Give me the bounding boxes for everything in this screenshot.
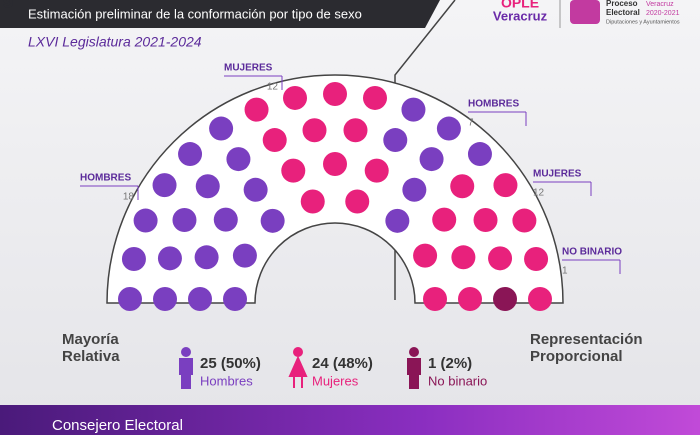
group-count: 12: [533, 188, 545, 199]
seat: [223, 287, 247, 311]
seat: [153, 287, 177, 311]
seat: [209, 116, 234, 141]
proceso-1: Proceso: [606, 0, 638, 8]
seat: [213, 207, 238, 232]
total-count: 25 (50%): [200, 355, 261, 372]
seat: [528, 287, 552, 311]
seat: [385, 208, 410, 233]
mr-label: Mayoría: [62, 331, 119, 348]
seat: [157, 246, 182, 271]
subtitle: Estimación preliminar de la conformación…: [28, 6, 362, 21]
seat: [467, 142, 492, 167]
total-label: Mujeres: [312, 373, 359, 388]
seat: [402, 177, 427, 202]
seat: [302, 118, 327, 143]
seat: [195, 174, 220, 199]
seat: [413, 243, 438, 268]
seat: [178, 142, 203, 167]
seat: [451, 245, 476, 270]
seat: [512, 208, 537, 233]
group-label: MUJERES: [224, 63, 273, 74]
group-label: MUJERES: [533, 169, 582, 180]
mr-label: Relativa: [62, 348, 120, 365]
header-bar: [0, 0, 440, 28]
legend: 25 (50%)Hombres 24 (48%)Mujeres 1 (2%)No b…: [179, 347, 487, 389]
seat: [343, 118, 368, 143]
seat: [118, 287, 142, 311]
seat: [432, 207, 457, 232]
seat: [283, 85, 308, 110]
seat: [244, 97, 269, 122]
group-count: 12: [267, 82, 279, 93]
group-label: HOMBRES: [80, 173, 131, 184]
seat: [362, 85, 387, 110]
footer-bar: [0, 405, 700, 435]
footer-text: Consejero Electoral: [52, 417, 183, 434]
seat: [323, 152, 347, 176]
ople-logo: OPLE: [501, 0, 539, 11]
person-icon-body: [407, 358, 421, 389]
seat: [226, 147, 251, 172]
proceso-2: Electoral: [606, 8, 640, 17]
seat: [419, 147, 444, 172]
seat: [262, 128, 287, 153]
total-count: 1 (2%): [428, 355, 472, 372]
seat: [300, 189, 325, 214]
hemicycle: [106, 74, 564, 311]
seat: [172, 207, 197, 232]
seat: [401, 97, 426, 122]
rp-label: Proporcional: [530, 348, 623, 365]
person-icon-head: [293, 347, 303, 357]
proceso-5: Diputaciones y Ayuntamientos: [606, 19, 680, 25]
seat: [488, 246, 513, 271]
seat: [243, 177, 268, 202]
proceso-3: Veracruz: [646, 1, 674, 8]
total-label: No binario: [428, 373, 487, 388]
seat: [152, 173, 177, 198]
seat: [188, 287, 212, 311]
ople-sub: Veracruz: [493, 8, 548, 23]
person-icon-head: [181, 347, 191, 357]
title-fragment: g: [2, 0, 14, 8]
person-icon-body: [179, 358, 193, 389]
seat: [364, 158, 389, 183]
seat: [524, 247, 549, 272]
group-label: NO BINARIO: [562, 247, 622, 258]
group-count: 18: [123, 192, 135, 203]
seat: [345, 189, 370, 214]
legislature: LXVI Legislatura 2021-2024: [28, 34, 202, 50]
seat: [493, 287, 517, 311]
seat: [450, 174, 475, 199]
rp-label: Representación: [530, 331, 643, 348]
person-icon-body: [288, 355, 308, 388]
total-label: Hombres: [200, 373, 253, 388]
seat: [323, 82, 347, 106]
seat: [194, 245, 219, 270]
group-count: 7: [468, 118, 474, 129]
seat: [458, 287, 482, 311]
seat: [121, 247, 146, 272]
seat: [473, 207, 498, 232]
group-label: HOMBRES: [468, 99, 519, 110]
seat: [133, 208, 158, 233]
seat: [281, 158, 306, 183]
seat: [383, 128, 408, 153]
person-icon-head: [409, 347, 419, 357]
proceso-icon: [570, 0, 600, 24]
seat: [260, 208, 285, 233]
seat: [493, 173, 518, 198]
seat: [232, 243, 257, 268]
total-count: 24 (48%): [312, 355, 373, 372]
group-count: 1: [562, 266, 568, 277]
seat: [423, 287, 447, 311]
proceso-4: 2020-2021: [646, 10, 680, 17]
seat: [436, 116, 461, 141]
